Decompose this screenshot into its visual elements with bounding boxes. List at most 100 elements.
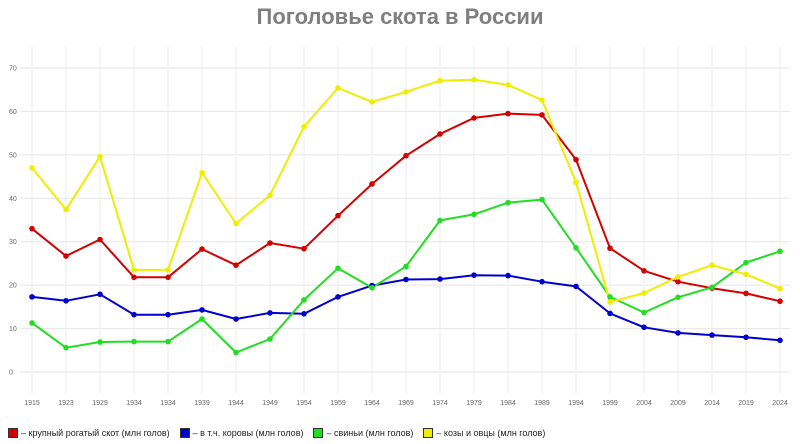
legend-swatch <box>179 428 190 438</box>
data-point-2 <box>97 291 103 298</box>
x-tick-label: 1979 <box>466 400 482 407</box>
data-point-4 <box>437 77 443 84</box>
data-point-2 <box>709 332 715 338</box>
data-point-4 <box>369 99 375 105</box>
data-point-4 <box>97 153 103 160</box>
data-point-3 <box>709 284 715 291</box>
data-point-4 <box>63 206 69 213</box>
x-tick-label: 1969 <box>398 400 414 407</box>
data-point-1 <box>97 236 103 243</box>
data-point-1 <box>471 115 477 121</box>
data-point-3 <box>63 344 69 351</box>
legend-label: – свиньи (млн голов) <box>326 428 414 438</box>
data-point-1 <box>199 246 205 252</box>
series-points <box>29 76 783 356</box>
data-point-4 <box>233 220 239 227</box>
data-point-1 <box>539 112 545 118</box>
data-point-3 <box>505 199 511 206</box>
x-tick-label: 1959 <box>330 400 346 407</box>
data-point-3 <box>539 196 545 203</box>
data-point-4 <box>539 97 545 103</box>
legend-item-4[interactable]: – козы и овцы (млн голов) <box>423 428 545 438</box>
data-point-1 <box>369 181 375 187</box>
data-point-1 <box>29 225 35 232</box>
legend-label: – козы и овцы (млн голов) <box>436 428 546 438</box>
data-point-3 <box>267 336 273 342</box>
legend-label: – крупный рогатый скот (млн голов) <box>21 428 170 438</box>
grid <box>20 46 790 394</box>
data-point-1 <box>63 253 69 259</box>
data-point-1 <box>505 110 511 117</box>
data-point-4 <box>607 299 613 305</box>
data-point-4 <box>573 179 579 186</box>
data-point-1 <box>301 245 307 252</box>
x-tick-label: 1949 <box>262 400 278 407</box>
x-tick-label: 1989 <box>534 400 550 407</box>
data-point-3 <box>641 309 647 316</box>
x-axis: 1915 1923 1929 1934 1934 1939 1944 1949 1954 1959… <box>24 400 788 407</box>
data-point-3 <box>29 320 35 326</box>
data-point-3 <box>607 294 613 300</box>
legend-item-3[interactable]: – свиньи (млн голов) <box>313 428 413 438</box>
x-tick-label: 1923 <box>58 400 74 407</box>
data-point-1 <box>675 278 681 285</box>
legend-item-1[interactable]: – крупный рогатый скот (млн голов) <box>8 428 170 438</box>
data-point-2 <box>165 311 171 318</box>
x-tick-label: 2024 <box>772 400 788 407</box>
x-tick-label: 1934 <box>126 400 142 407</box>
x-tick-label: 1964 <box>364 400 380 407</box>
data-point-3 <box>471 211 477 218</box>
data-point-3 <box>301 297 307 303</box>
data-point-3 <box>165 338 171 345</box>
data-point-2 <box>777 337 783 344</box>
legend-swatch <box>313 428 324 438</box>
y-tick-label: 60 <box>9 109 17 116</box>
data-point-2 <box>233 316 239 322</box>
data-point-3 <box>437 217 443 224</box>
data-point-1 <box>233 262 239 268</box>
legend: – крупный рогатый скот (млн голов) – в т.… <box>8 425 545 441</box>
data-point-4 <box>301 123 307 130</box>
data-point-3 <box>743 259 749 266</box>
y-tick-label: 10 <box>9 326 17 333</box>
x-tick-label: 1944 <box>228 400 244 407</box>
data-point-4 <box>777 285 783 292</box>
data-point-4 <box>709 262 715 268</box>
x-tick-label: 2009 <box>670 400 686 407</box>
data-point-2 <box>573 283 579 290</box>
data-point-3 <box>97 339 103 345</box>
data-point-3 <box>675 294 681 301</box>
data-point-3 <box>369 284 375 291</box>
data-point-2 <box>335 294 341 300</box>
chart-title: Поголовье скота в России <box>256 4 544 29</box>
y-tick-label: 70 <box>9 66 17 73</box>
y-tick-label: 0 <box>9 370 13 377</box>
data-point-4 <box>743 271 749 278</box>
data-point-3 <box>131 338 137 345</box>
data-point-3 <box>335 265 341 272</box>
y-axis: 0 10 20 30 40 50 60 70 <box>9 66 17 377</box>
y-tick-label: 40 <box>9 196 17 203</box>
data-point-4 <box>131 267 137 273</box>
data-point-3 <box>233 349 239 356</box>
data-point-1 <box>607 245 613 252</box>
data-point-4 <box>471 76 477 83</box>
data-point-4 <box>267 192 273 199</box>
data-point-2 <box>403 276 409 283</box>
data-point-2 <box>301 311 307 317</box>
data-point-3 <box>403 263 409 270</box>
data-point-1 <box>403 152 409 159</box>
x-tick-label: 1984 <box>500 400 516 407</box>
legend-swatch <box>8 428 18 438</box>
legend-item-2[interactable]: – в т.ч. коровы (млн голов) <box>179 428 304 438</box>
y-tick-label: 30 <box>9 239 17 246</box>
x-tick-label: 1915 <box>24 400 40 407</box>
data-point-4 <box>505 82 511 88</box>
x-tick-label: 1999 <box>602 400 618 407</box>
x-tick-label: 1954 <box>296 400 312 407</box>
y-tick-label: 20 <box>9 283 17 290</box>
legend-label: – в т.ч. коровы (млн голов) <box>192 428 304 438</box>
x-tick-label: 1974 <box>432 400 448 407</box>
data-point-4 <box>675 274 681 280</box>
x-tick-label: 2004 <box>636 400 652 407</box>
